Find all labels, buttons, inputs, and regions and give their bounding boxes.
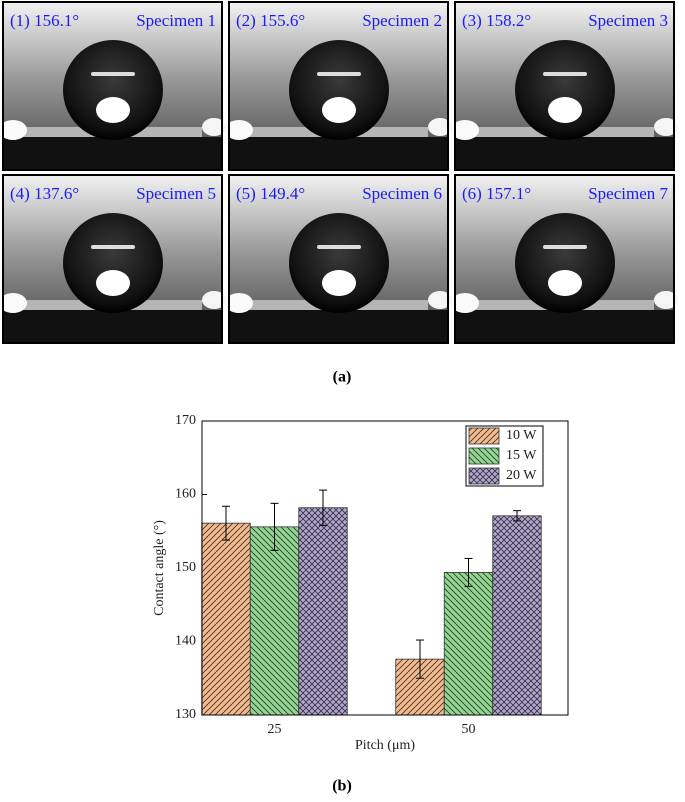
- glare: [0, 120, 27, 140]
- angle-label: (4) 137.6°: [10, 184, 79, 203]
- highlight: [548, 270, 582, 296]
- bar: [249, 526, 300, 716]
- highlight: [322, 97, 356, 123]
- droplet: [289, 213, 389, 313]
- glare: [654, 118, 678, 136]
- angle-label: (1) 156.1°: [10, 11, 79, 30]
- substrate: [3, 310, 222, 343]
- legend-label: 15 W: [506, 448, 537, 463]
- angle-label: (2) 155.6°: [236, 11, 305, 30]
- glare: [202, 291, 226, 309]
- specimen-label: Specimen 2: [362, 11, 442, 30]
- droplet-image: (4) 137.6° Specimen 5: [0, 174, 226, 344]
- droplet-image: (6) 157.1° Specimen 7: [451, 174, 678, 344]
- droplet-image: (5) 149.4° Specimen 6: [225, 174, 452, 344]
- y-axis-label: Contact angle (°): [152, 520, 167, 616]
- legend-label: 10 W: [506, 428, 537, 443]
- glare: [451, 120, 479, 140]
- highlight: [96, 270, 130, 296]
- highlight: [96, 97, 130, 123]
- glare: [428, 291, 452, 309]
- y-tick-label: 160: [175, 487, 196, 502]
- droplet: [515, 213, 615, 313]
- y-tick-label: 170: [175, 413, 196, 428]
- specimen-label: Specimen 7: [588, 184, 668, 203]
- droplet: [63, 213, 163, 313]
- bar: [443, 572, 494, 716]
- image-border: [228, 174, 449, 344]
- droplet: [63, 40, 163, 140]
- error-bar: [513, 510, 521, 522]
- substrate: [455, 137, 674, 170]
- legend-swatch: [468, 447, 500, 465]
- x-tick-label: 25: [268, 722, 282, 737]
- glare: [428, 118, 452, 136]
- reflection: [317, 72, 361, 76]
- bar: [201, 522, 251, 716]
- glare: [654, 291, 678, 309]
- droplet: [289, 40, 389, 140]
- specimen-label: Specimen 5: [136, 184, 216, 203]
- error-bar: [416, 639, 424, 679]
- glare: [0, 293, 27, 313]
- bar: [492, 515, 542, 716]
- droplet: [515, 40, 615, 140]
- y-tick-label: 130: [175, 707, 196, 722]
- error-bar: [464, 557, 473, 587]
- reflection: [543, 245, 587, 249]
- y-tick-label: 150: [175, 560, 196, 575]
- image-border: [2, 174, 223, 344]
- glare: [225, 120, 253, 140]
- reflection: [91, 72, 135, 76]
- reflection: [91, 245, 135, 249]
- substrate: [3, 137, 222, 170]
- error-bar: [270, 502, 279, 551]
- image-border: [2, 1, 223, 171]
- error-bar: [319, 489, 327, 526]
- legend-swatch: [468, 427, 500, 445]
- glare: [451, 293, 479, 313]
- caption-b: (b): [332, 778, 352, 795]
- error-bar: [222, 505, 230, 541]
- specimen-label: Specimen 1: [136, 11, 216, 30]
- x-axis-label: Pitch (μm): [355, 738, 415, 753]
- caption-a: (a): [333, 369, 352, 386]
- highlight: [548, 97, 582, 123]
- angle-label: (6) 157.1°: [462, 184, 531, 203]
- bar: [298, 507, 348, 716]
- reflection: [317, 245, 361, 249]
- reflection: [543, 72, 587, 76]
- glare: [225, 293, 253, 313]
- specimen-label: Specimen 3: [588, 11, 668, 30]
- highlight: [322, 270, 356, 296]
- legend-swatch: [468, 467, 500, 485]
- y-tick-label: 140: [175, 634, 196, 649]
- image-border: [454, 174, 675, 344]
- substrate: [455, 310, 674, 343]
- glare: [202, 118, 226, 136]
- substrate: [229, 137, 448, 170]
- legend-label: 20 W: [506, 468, 537, 483]
- plot-frame: [201, 420, 569, 716]
- image-border: [454, 1, 675, 171]
- droplet-image: (3) 158.2° Specimen 3: [451, 1, 678, 171]
- substrate: [229, 310, 448, 343]
- droplet-image: (1) 156.1° Specimen 1: [0, 1, 226, 171]
- specimen-label: Specimen 6: [362, 184, 442, 203]
- x-tick-label: 50: [462, 722, 476, 737]
- angle-label: (3) 158.2°: [462, 11, 531, 30]
- angle-label: (5) 149.4°: [236, 184, 305, 203]
- image-border: [228, 1, 449, 171]
- droplet-image: (2) 155.6° Specimen 2: [225, 1, 452, 171]
